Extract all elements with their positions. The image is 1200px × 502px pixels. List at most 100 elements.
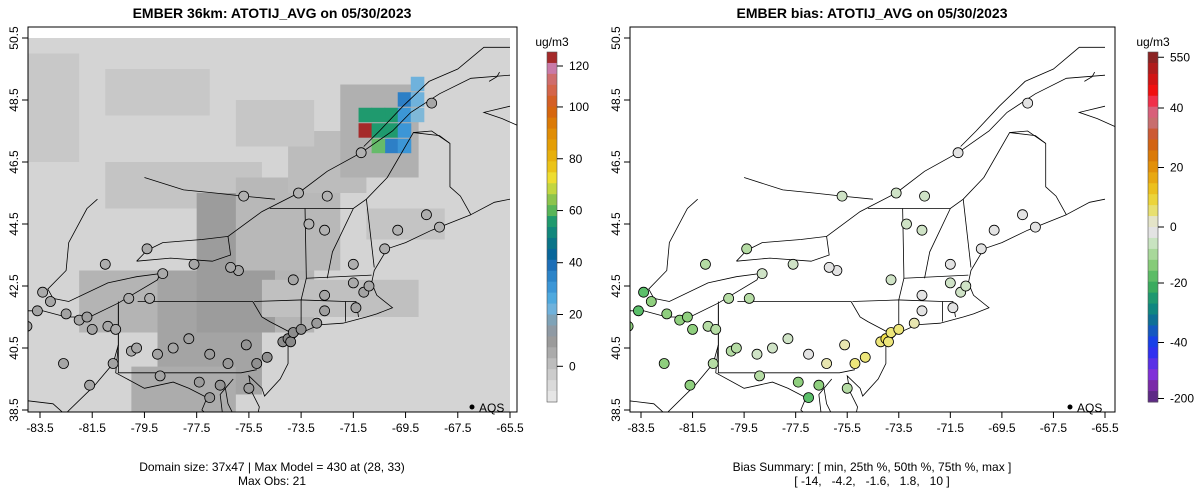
x-tick-label: -83.5 [26, 421, 54, 435]
y-tick-label: 48.5 [7, 88, 21, 112]
colorbar-swatch [547, 325, 557, 337]
station-marker [908, 317, 920, 329]
station-marker [919, 190, 930, 202]
model-field-patch [235, 100, 315, 147]
station-marker [645, 296, 657, 307]
station-marker [60, 308, 72, 320]
x-tick-label: -79.5 [131, 421, 159, 435]
x-tick-label: -69.5 [392, 421, 420, 435]
colorbar-tick-label: 550 [1170, 50, 1190, 64]
colorbar-tick-label: 80 [569, 152, 583, 166]
station-marker [661, 308, 673, 320]
station-marker [311, 317, 323, 329]
model-field-cell [358, 123, 373, 138]
legend-aqs-label: AQS [479, 401, 504, 415]
st-lawrence-north-shore [363, 46, 510, 147]
station-marker [141, 243, 153, 255]
colorbar-swatch [547, 52, 557, 64]
y-tick-label: 38.5 [7, 398, 21, 422]
station-marker [1017, 209, 1028, 221]
colorbar-swatch [547, 172, 557, 184]
station-marker [225, 261, 237, 273]
state-border [269, 132, 472, 215]
state-border [962, 199, 972, 268]
model-field-cell [384, 123, 399, 138]
right-footer-2: [ -14, -4.2, -1.6, 1.8, 10 ] [794, 474, 949, 488]
colorbar-tick-label: 100 [569, 100, 589, 114]
colorbar-swatch [547, 194, 557, 206]
model-field-patch [28, 53, 80, 162]
model-field-patch [366, 208, 445, 240]
colorbar-swatch [547, 347, 557, 359]
colorbar-swatch [547, 216, 557, 228]
anticosti-tip [1084, 71, 1096, 82]
station-marker [707, 358, 719, 369]
colorbar-swatch [1148, 259, 1158, 272]
station-marker [787, 258, 799, 270]
right-footer-1: Bias Summary: [ min, 25th %, 50th %, 75t… [733, 460, 1012, 474]
state-border [365, 199, 375, 268]
y-tick-label: 50.5 [609, 26, 623, 50]
station-marker [916, 305, 928, 317]
colorbar-tick-label: 20 [569, 308, 583, 322]
state-border [254, 299, 302, 302]
station-marker [107, 358, 119, 369]
colorbar-swatch [547, 95, 557, 108]
left-footer-2: Max Obs: 21 [238, 474, 306, 488]
right-map-panel: -83.5 -81.5 -79.5 -77.5 -75.5 -73.5 -71.5 -69.5… [609, 26, 1194, 435]
bay-of-fundy [470, 198, 511, 216]
x-tick-label: -71.5 [937, 421, 965, 435]
chesapeake-bay [818, 378, 833, 412]
station-marker [243, 382, 255, 394]
model-field-cell [371, 123, 386, 138]
station-marker [84, 379, 96, 391]
station-marker [363, 280, 375, 292]
station-marker [238, 190, 250, 202]
coastline [846, 214, 1067, 412]
station-marker [157, 268, 169, 280]
station-marker [890, 187, 902, 199]
model-field-cell [384, 138, 399, 154]
station-marker [633, 305, 644, 317]
station-marker [792, 376, 804, 388]
legend-aqs-dot [1067, 404, 1073, 410]
station-marker [730, 342, 742, 354]
station-marker [303, 218, 315, 230]
gaspe-coast [1077, 105, 1115, 128]
station-marker [434, 221, 445, 233]
y-tick-label: 44.5 [7, 212, 21, 236]
colorbar-swatch [1148, 358, 1158, 370]
x-tick-label: -75.5 [834, 421, 862, 435]
y-tick-label: 48.5 [609, 88, 623, 112]
colorbar-swatch [1148, 128, 1158, 140]
model-field-cell [371, 107, 386, 123]
station-marker [28, 321, 33, 332]
station-marker [204, 392, 216, 404]
colorbar-tick-label: -200 [1170, 392, 1194, 406]
x-tick-label: -77.5 [782, 421, 810, 435]
colorbar-frame [546, 51, 558, 403]
station-marker [350, 302, 362, 314]
colorbar-swatch [547, 227, 557, 239]
colorbar-tick-label: 40 [1170, 101, 1184, 115]
station-marker [821, 358, 832, 369]
state-border [898, 299, 956, 318]
colorbar-swatch [1148, 183, 1158, 195]
station-marker [883, 336, 894, 348]
station-marker [321, 190, 333, 202]
station-marker [944, 258, 956, 270]
x-tick-label: -81.5 [679, 421, 707, 435]
legend-aqs-label: AQS [1077, 401, 1102, 415]
colorbar-tick-label: 120 [569, 59, 589, 73]
station-marker [131, 342, 143, 354]
station-marker [803, 348, 814, 360]
state-border [715, 344, 807, 398]
colorbar-swatch [547, 369, 557, 381]
station-marker [379, 243, 391, 255]
station-marker [947, 302, 959, 314]
station-marker [782, 333, 794, 345]
plot-frame [629, 26, 1116, 413]
station-marker [154, 370, 166, 382]
colorbar-swatch [1148, 270, 1158, 283]
